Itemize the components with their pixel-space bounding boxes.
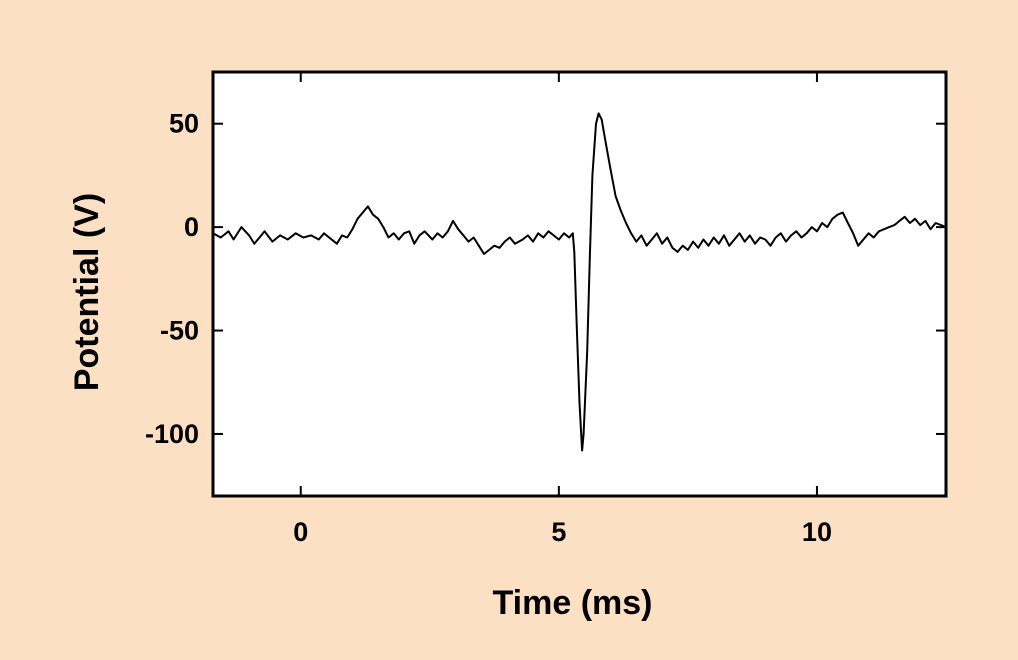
plot-frame — [211, 70, 948, 498]
tick-labels: 50 0 -50 -100 0 5 10 — [145, 109, 832, 547]
tick-marks — [213, 72, 946, 496]
y-tick-label: -50 — [160, 316, 199, 346]
x-axis-label: Time (ms) — [493, 584, 653, 622]
series-line-potential — [212, 112, 947, 452]
x-tick-label: 5 — [551, 517, 566, 547]
y-axis-label: Potential (V) — [68, 193, 106, 391]
y-tick-label: 0 — [184, 212, 199, 242]
y-tick-label: -100 — [145, 419, 199, 449]
plot-area — [213, 72, 946, 496]
y-tick-label: 50 — [169, 109, 199, 139]
x-tick-label: 10 — [802, 517, 832, 547]
x-tick-label: 0 — [293, 517, 308, 547]
